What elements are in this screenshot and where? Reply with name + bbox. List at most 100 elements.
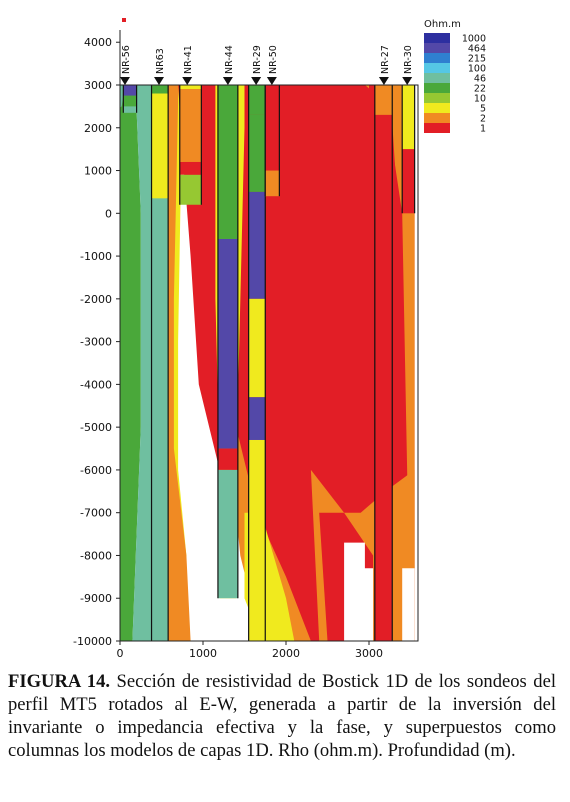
corner-mark [122, 18, 126, 22]
resistivity-zone [165, 85, 191, 641]
station-label: NR-30 [403, 45, 414, 74]
station-label: NR-41 [183, 45, 194, 74]
y-tick-label: 3000 [84, 79, 112, 92]
model-layer [217, 85, 238, 239]
model-layer [151, 93, 169, 199]
resistivity-zone [132, 85, 154, 641]
y-tick-label: -1000 [80, 250, 112, 263]
resistivity-section-figure: 40003000200010000-1000-2000-3000-4000-50… [73, 18, 486, 660]
station-label: NR-50 [268, 45, 279, 74]
station-column [248, 85, 266, 641]
legend-label: 100 [468, 64, 486, 75]
y-tick-label: -3000 [80, 336, 112, 349]
y-tick-label: -5000 [80, 421, 112, 434]
model-layer [123, 106, 137, 113]
model-layer [248, 397, 266, 440]
station-marker [266, 77, 277, 85]
legend-title: Ohm.m [424, 19, 461, 30]
model-layer [248, 85, 266, 115]
resistivity-zone [120, 85, 141, 641]
legend-swatch [424, 43, 450, 53]
legend-label: 215 [468, 54, 486, 65]
x-tick-label: 0 [117, 647, 124, 660]
model-layer [179, 174, 202, 205]
station-column [264, 85, 280, 197]
station-column [217, 85, 239, 599]
y-tick-label: -6000 [80, 464, 112, 477]
y-tick-label: -7000 [80, 507, 112, 520]
x-tick-label: 2000 [272, 647, 300, 660]
model-layer [265, 170, 280, 197]
legend-swatch [424, 123, 450, 133]
figure-caption: FIGURA 14. Sección de resistividad de Bo… [8, 670, 556, 762]
y-tick-label: -9000 [80, 592, 112, 605]
station-label: NR63 [155, 48, 166, 74]
station-marker [222, 77, 233, 85]
legend-label: 10 [474, 94, 486, 105]
model-layer [217, 469, 238, 599]
resistivity-zone [344, 542, 374, 641]
legend-swatch [424, 103, 450, 113]
y-tick-label: -2000 [80, 293, 112, 306]
y-tick-label: 0 [105, 207, 112, 220]
station-label: NR-27 [380, 45, 391, 74]
legend-label: 46 [474, 74, 486, 85]
station-label: NR-56 [121, 45, 132, 74]
y-tick-label: 2000 [84, 122, 112, 135]
model-layer [248, 114, 266, 192]
station-label: NR-44 [224, 45, 235, 74]
station-marker [154, 77, 165, 85]
x-tick-label: 3000 [355, 647, 383, 660]
model-layer [217, 448, 238, 470]
model-layer [248, 298, 266, 398]
model-layer [402, 149, 415, 214]
legend-swatch [424, 113, 450, 123]
station-markers: NR-56 NR63 NR-41 NR-44 NR-29 NR-50 NR-27 NR-30 [119, 45, 414, 85]
legend-label: 5 [480, 104, 486, 115]
legend-label: 2 [480, 114, 486, 125]
legend-swatch [424, 73, 450, 83]
station-marker [119, 77, 130, 85]
model-layer [217, 238, 238, 449]
y-tick-label: 4000 [84, 36, 112, 49]
station-marker [378, 77, 389, 85]
station-column [179, 85, 202, 205]
station-marker [251, 77, 262, 85]
station-column [374, 85, 393, 641]
station-column [150, 85, 169, 641]
legend-swatch [424, 63, 450, 73]
figure-label: FIGURA 14. [8, 671, 111, 692]
caption-text: Sección de resistividad de Bostick 1D de… [8, 671, 556, 761]
station-column [401, 85, 416, 214]
legend-label: 1000 [462, 34, 486, 45]
model-layer [248, 191, 266, 299]
model-layer [151, 198, 169, 641]
model-layer [179, 161, 202, 175]
model-layer [265, 85, 280, 171]
y-tick-label: -10000 [73, 635, 112, 648]
y-tick-label: 1000 [84, 165, 112, 178]
legend-swatch [424, 93, 450, 103]
legend-label: 464 [468, 44, 486, 55]
model-layer [374, 114, 393, 641]
model-layer [123, 85, 137, 96]
station-marker [402, 77, 413, 85]
y-tick-label: -8000 [80, 549, 112, 562]
model-layer [123, 95, 137, 107]
model-layer [248, 439, 266, 641]
chart-axes: 4000 3000 2000 1000 0 -1000 -2000 -3000 -4000 -50… [73, 18, 419, 660]
station-marker [182, 77, 193, 85]
station-label: NR-29 [252, 45, 263, 74]
model-layer [374, 85, 393, 115]
resistivity-zone [402, 568, 415, 641]
legend-label: 22 [474, 84, 486, 95]
legend-label: 1 [480, 124, 486, 135]
layer-model-columns [122, 85, 416, 641]
model-layer [179, 89, 202, 162]
model-layer [402, 85, 415, 150]
legend-swatch [424, 53, 450, 63]
legend-swatch [424, 33, 450, 43]
station-column [122, 85, 138, 113]
x-tick-label: 1000 [189, 647, 217, 660]
